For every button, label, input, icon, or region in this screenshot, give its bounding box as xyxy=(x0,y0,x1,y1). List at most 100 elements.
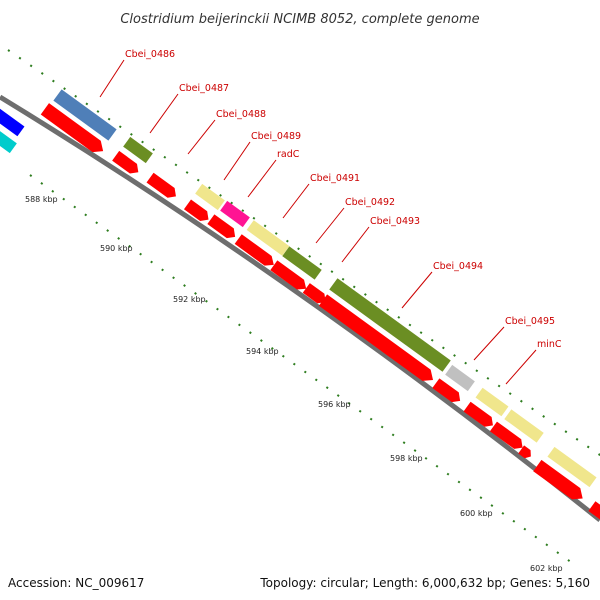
tick-mark xyxy=(475,369,479,373)
tick-mark xyxy=(252,216,256,220)
gene-cbei-0494-outer xyxy=(329,278,451,372)
gene-cbei-0487-outer xyxy=(123,136,153,164)
tick-mark xyxy=(172,276,175,280)
tick-mark xyxy=(556,551,560,555)
tick-mark xyxy=(567,559,571,562)
tick-mark xyxy=(542,415,546,418)
tick-mark xyxy=(128,244,132,248)
scale-label-602: 602 kbp xyxy=(530,564,563,573)
tick-mark xyxy=(74,94,78,98)
callout-cbei-0488 xyxy=(187,119,216,155)
callout-cbei-0493 xyxy=(341,226,370,263)
khaki-feature xyxy=(504,409,544,443)
tick-mark xyxy=(205,299,208,303)
tick-mark xyxy=(18,56,22,60)
callout-cbei-0491 xyxy=(282,183,310,219)
gene-label-cbei-0489: Cbei_0489 xyxy=(251,131,301,142)
callout-cbei-0495 xyxy=(473,326,505,361)
khaki-feature-right xyxy=(547,446,597,488)
tick-mark xyxy=(325,386,329,390)
gene-cbei-0491-outer xyxy=(246,220,290,256)
tick-mark xyxy=(486,376,490,380)
tick-mark xyxy=(248,331,252,335)
scale-labels: 588 kbp 590 kbp 592 kbp 594 kbp 596 kbp … xyxy=(25,195,563,573)
map-title: Clostridium beijerinckii NCIMB 8052, com… xyxy=(120,12,479,27)
tick-mark xyxy=(501,512,505,515)
tick-mark xyxy=(107,117,111,121)
gene-label-minc: minC xyxy=(537,339,562,350)
red-feature-right xyxy=(533,459,583,500)
tick-mark xyxy=(150,260,153,264)
tick-mark xyxy=(281,354,285,358)
gene-radc-outer xyxy=(220,200,250,228)
tick-mark xyxy=(512,519,516,523)
tick-mark xyxy=(161,268,164,272)
tick-mark xyxy=(413,449,417,452)
gene-cbei-0486-outer xyxy=(53,89,117,141)
tick-mark xyxy=(508,392,512,395)
callout-radc xyxy=(247,159,277,198)
gene-label-cbei-0487: Cbei_0487 xyxy=(179,83,229,94)
gene-cbei-0492-outer xyxy=(282,246,322,280)
tick-mark xyxy=(62,197,66,201)
tick-mark xyxy=(457,480,461,484)
genome-features xyxy=(0,89,600,520)
tick-mark xyxy=(52,79,55,83)
tick-mark xyxy=(391,433,395,437)
gene-cbei-0494-cds xyxy=(318,294,434,381)
blue-feature xyxy=(0,105,25,137)
tick-mark xyxy=(7,49,11,52)
tick-mark xyxy=(117,237,121,240)
tick-mark xyxy=(553,422,557,426)
tick-mark xyxy=(319,262,323,266)
gene-label-cbei-0492: Cbei_0492 xyxy=(345,197,395,208)
tick-mark xyxy=(183,284,186,287)
tick-mark xyxy=(435,464,439,468)
tick-mark xyxy=(174,163,178,167)
tick-mark xyxy=(292,362,296,366)
scale-label-588: 588 kbp xyxy=(25,195,58,204)
tick-mark xyxy=(408,323,412,327)
gene-radc-cds xyxy=(207,214,236,239)
tick-mark xyxy=(330,270,334,274)
scale-label-592: 592 kbp xyxy=(173,295,206,304)
tick-mark xyxy=(564,430,568,434)
tick-mark xyxy=(575,437,579,441)
tick-mark xyxy=(139,252,142,256)
tick-mark xyxy=(380,425,384,429)
tick-mark xyxy=(207,186,211,190)
tick-mark xyxy=(285,239,289,243)
callout-cbei-0486 xyxy=(99,59,125,98)
tick-mark xyxy=(29,174,33,177)
tick-mark xyxy=(363,293,367,296)
gene-label-cbei-0495: Cbei_0495 xyxy=(505,316,555,327)
gene-cbei-0487-cds xyxy=(112,150,139,174)
tick-mark xyxy=(586,445,590,449)
tick-mark xyxy=(402,441,406,445)
accession-text: Accession: NC_009617 xyxy=(8,576,144,590)
callout-cbei-0489 xyxy=(223,141,251,181)
gene-cbei-0488-cds xyxy=(146,172,176,198)
tick-mark xyxy=(341,277,345,281)
tick-mark xyxy=(314,378,318,382)
tick-mark xyxy=(219,194,222,197)
tick-mark xyxy=(141,140,144,144)
tick-mark xyxy=(308,254,312,258)
tick-mark xyxy=(430,338,434,342)
tick-mark xyxy=(230,201,234,205)
tick-mark xyxy=(545,543,549,547)
tick-mark xyxy=(196,178,200,182)
genome-summary-text: Topology: circular; Length: 6,000,632 bp… xyxy=(259,576,590,590)
tick-mark xyxy=(453,354,456,357)
tick-mark xyxy=(259,339,263,342)
tick-mark xyxy=(118,125,122,129)
tick-mark xyxy=(375,300,378,304)
tick-mark xyxy=(216,307,219,311)
tick-mark xyxy=(531,407,534,411)
tick-mark xyxy=(238,323,241,327)
tick-mark xyxy=(270,347,274,350)
callout-cbei-0487 xyxy=(149,93,179,134)
tick-mark xyxy=(51,189,55,193)
gene-labels: Cbei_0486 Cbei_0487 Cbei_0488 Cbei_0489 … xyxy=(125,49,562,350)
